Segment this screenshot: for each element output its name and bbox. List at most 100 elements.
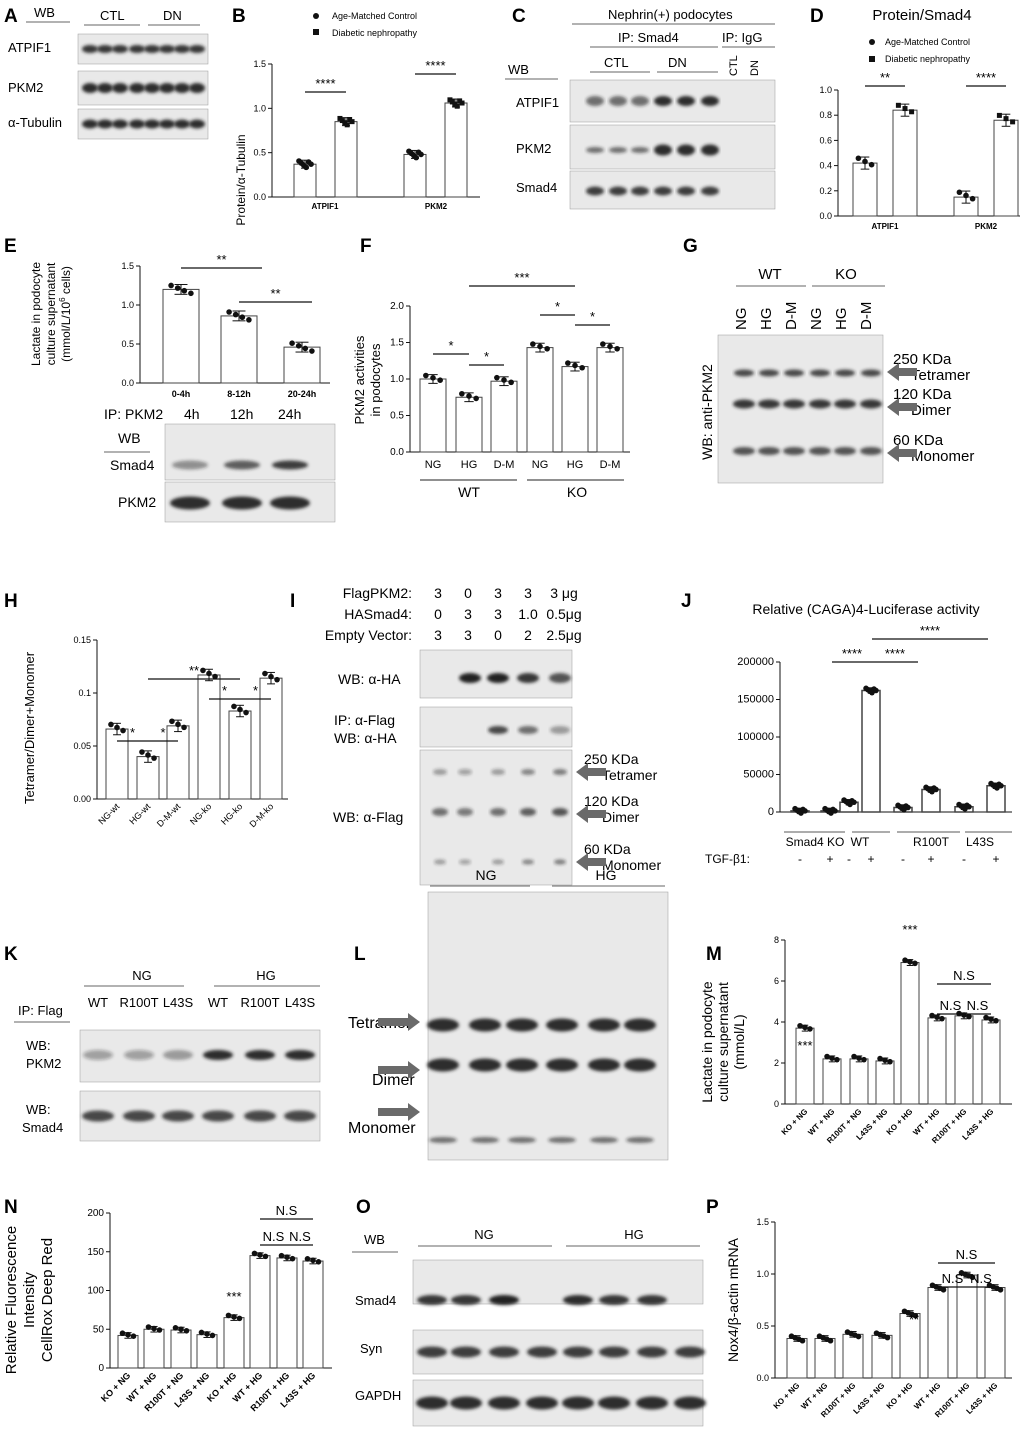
data-point: [169, 718, 175, 725]
y-tick-label: 0.4: [819, 161, 832, 171]
data-point: [997, 1286, 1004, 1293]
tgf-sign: +: [867, 852, 874, 866]
blot-strip: [412, 1259, 706, 1427]
data-point: [209, 1332, 216, 1339]
arrow-icon: [887, 444, 917, 462]
blot-band: [554, 859, 566, 865]
y-tick-label: 200000: [737, 656, 774, 668]
blot-band: [609, 186, 627, 196]
blot-band: [450, 1396, 482, 1410]
x-tick-label: HG: [567, 459, 584, 471]
significance-mark: ***: [226, 1289, 241, 1304]
side-label: WB: anti-PKM2: [699, 364, 715, 460]
panel-label-h: H: [4, 591, 18, 612]
data-point: [829, 1055, 835, 1061]
ctl-header: CTL: [100, 8, 125, 23]
bar: [334, 121, 358, 198]
marker-name: Tetramer: [911, 367, 970, 384]
marker-name: Monomer: [602, 857, 661, 873]
blot-band: [432, 808, 448, 816]
blot-band: [459, 859, 471, 865]
row-label-pkm2: PKM2: [26, 1056, 61, 1071]
blot-band: [563, 1346, 593, 1358]
x-tick-label: 20-24h: [288, 389, 317, 399]
x-tick-label: PKM2: [975, 222, 998, 231]
significance-mark: N.S: [940, 998, 962, 1013]
data-point: [956, 189, 963, 196]
x-tick-label: HG: [461, 459, 478, 471]
group-label-hg: HG: [256, 968, 276, 983]
blot-band: [429, 1137, 457, 1143]
data-point: [607, 343, 613, 350]
data-point: [963, 192, 969, 199]
data-point: [156, 1327, 163, 1333]
blot-band: [159, 119, 175, 129]
y-tick-label: 1.0: [121, 300, 134, 310]
blot-strip: [419, 649, 573, 886]
y-axis-label-2: Intensity: [21, 1272, 38, 1328]
data-point: [315, 1258, 322, 1265]
lane-label: HG: [833, 308, 850, 331]
data-point: [832, 808, 838, 814]
data-point: [473, 395, 479, 402]
wb-flag-label: WB: α-Flag: [333, 809, 403, 825]
blot-band: [522, 859, 534, 865]
blot-band: [758, 447, 780, 455]
blot-strip: [77, 33, 209, 140]
data-point: [600, 341, 606, 347]
blot-band: [631, 186, 649, 196]
bar: [276, 1257, 298, 1369]
data-point: [130, 1333, 137, 1339]
blot-strip: [569, 79, 776, 210]
y-tick-label: 0.15: [73, 635, 91, 645]
blot-band: [675, 1346, 705, 1358]
condition-name: Empty Vector:: [325, 627, 412, 643]
data-point: [969, 195, 976, 202]
blot-band: [546, 1058, 578, 1072]
data-point: [902, 106, 908, 112]
chart-title: Relative (CAGA)4-Luciferase activity: [752, 601, 979, 617]
data-point: [530, 341, 536, 347]
bar: [490, 380, 518, 453]
x-tick-label: L43S + NG: [852, 1381, 887, 1416]
x-tick-label: HG-ko: [219, 801, 244, 826]
row-label-tubulin: α-Tubulin: [8, 115, 62, 130]
data-point: [304, 1256, 311, 1262]
row-label-atpif1: ATPIF1: [516, 95, 559, 110]
data-point: [799, 1337, 806, 1344]
panel-label-c: C: [512, 6, 526, 27]
blot-band: [203, 1050, 233, 1060]
significance-mark: ****: [315, 76, 335, 91]
bar: [143, 1328, 165, 1369]
blot-band: [123, 1110, 155, 1122]
unit-sup: 6: [58, 297, 67, 302]
significance-mark: *: [448, 338, 453, 353]
data-point: [459, 100, 465, 106]
panel-d-chart: Protein/Smad4 Age-Matched Control Diabet…: [819, 7, 1020, 231]
data-point: [237, 706, 243, 713]
significance-mark: N.S: [953, 968, 975, 983]
significance-mark: ***: [797, 1038, 812, 1053]
panel-a-western-blot: WB CTL DN ATPIF1 PKM2 α-Tubulin: [8, 5, 209, 140]
blot-band: [783, 399, 805, 409]
significance-mark: N.S: [263, 1229, 285, 1244]
data-point: [151, 1325, 157, 1332]
data-point: [413, 154, 420, 161]
panel-p-chart: Nox4/β-actin mRNA 0.0 0.5 1.0 1.5 KO + NG WT …: [725, 1217, 1012, 1419]
condition-value: 2: [524, 627, 532, 643]
blot-band: [451, 1295, 481, 1305]
data-point: [295, 343, 302, 349]
y-tick-label: 0.2: [819, 186, 832, 196]
blot-band: [427, 1058, 459, 1072]
bar: [162, 288, 200, 384]
bar: [596, 347, 624, 453]
data-point: [998, 782, 1004, 789]
x-tick-label: NG: [532, 459, 549, 471]
blot-band: [189, 45, 205, 53]
y-tick-label: 0.6: [819, 135, 832, 145]
bar: [220, 315, 258, 384]
data-point: [120, 727, 126, 734]
significance-mark: **: [189, 663, 199, 678]
blot-band: [469, 1018, 501, 1032]
blot-band: [598, 1396, 630, 1410]
